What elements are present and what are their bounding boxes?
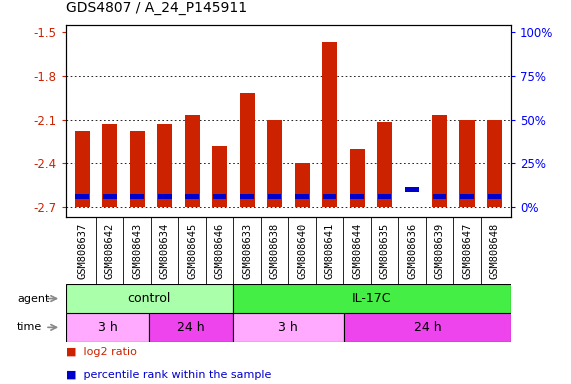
Text: GSM808634: GSM808634 (160, 222, 170, 278)
Bar (233, 284, 511, 313)
Bar (267, 119, 282, 207)
Bar (185, 194, 199, 199)
Text: GSM808645: GSM808645 (187, 222, 197, 278)
Bar (433, 194, 447, 199)
Bar (102, 124, 117, 207)
Bar (158, 194, 171, 199)
Text: GSM808648: GSM808648 (489, 222, 500, 278)
Text: 3 h: 3 h (279, 321, 298, 334)
Bar (233, 313, 344, 342)
Bar (130, 131, 144, 207)
Bar (184, 115, 200, 207)
Text: agent: agent (17, 293, 50, 304)
Text: ■  percentile rank within the sample: ■ percentile rank within the sample (66, 370, 271, 380)
Bar (75, 131, 90, 207)
Bar (130, 194, 144, 199)
Text: ■  log2 ratio: ■ log2 ratio (66, 347, 136, 357)
Bar (103, 194, 116, 199)
Text: GSM808641: GSM808641 (324, 222, 335, 278)
Bar (75, 194, 89, 199)
Text: GSM808642: GSM808642 (104, 222, 115, 278)
Text: GSM808643: GSM808643 (132, 222, 142, 278)
Bar (488, 194, 501, 199)
Bar (487, 119, 502, 207)
Text: GSM808637: GSM808637 (77, 222, 87, 278)
Text: GSM808636: GSM808636 (407, 222, 417, 278)
Text: time: time (17, 322, 42, 333)
Text: GSM808646: GSM808646 (215, 222, 224, 278)
Bar (344, 313, 511, 342)
Text: 24 h: 24 h (177, 321, 205, 334)
Bar (377, 194, 392, 199)
Bar (66, 284, 233, 313)
Bar (66, 313, 149, 342)
Bar (350, 194, 364, 199)
Bar (349, 149, 365, 207)
Bar (323, 194, 336, 199)
Text: GSM808635: GSM808635 (380, 222, 389, 278)
Text: GSM808647: GSM808647 (462, 222, 472, 278)
Bar (240, 93, 255, 207)
Text: control: control (127, 292, 171, 305)
Text: GSM808633: GSM808633 (242, 222, 252, 278)
Text: 24 h: 24 h (414, 321, 441, 334)
Bar (295, 194, 309, 199)
Bar (157, 124, 172, 207)
Text: IL-17C: IL-17C (352, 292, 392, 305)
Bar (295, 163, 309, 207)
Text: GSM808640: GSM808640 (297, 222, 307, 278)
Bar (322, 42, 337, 207)
Bar (213, 194, 227, 199)
Text: 3 h: 3 h (98, 321, 117, 334)
Bar (268, 194, 282, 199)
Bar (460, 119, 475, 207)
Bar (212, 146, 227, 207)
Bar (432, 115, 447, 207)
Text: GDS4807 / A_24_P145911: GDS4807 / A_24_P145911 (66, 2, 247, 15)
Bar (460, 194, 474, 199)
Bar (149, 313, 233, 342)
Bar (240, 194, 254, 199)
Bar (377, 122, 392, 207)
Text: GSM808644: GSM808644 (352, 222, 362, 278)
Text: GSM808638: GSM808638 (270, 222, 280, 278)
Text: GSM808639: GSM808639 (435, 222, 445, 278)
Bar (405, 187, 419, 192)
